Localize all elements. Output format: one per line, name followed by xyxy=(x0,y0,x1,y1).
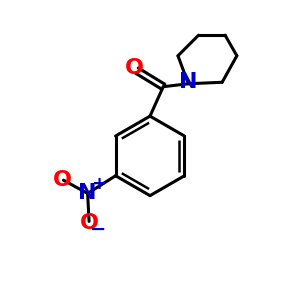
Text: −: − xyxy=(90,220,107,239)
Text: +: + xyxy=(91,175,106,193)
Text: O: O xyxy=(52,170,71,190)
Text: N: N xyxy=(78,183,97,203)
Text: O: O xyxy=(80,213,99,233)
Text: N: N xyxy=(179,72,197,92)
Text: O: O xyxy=(125,58,144,78)
